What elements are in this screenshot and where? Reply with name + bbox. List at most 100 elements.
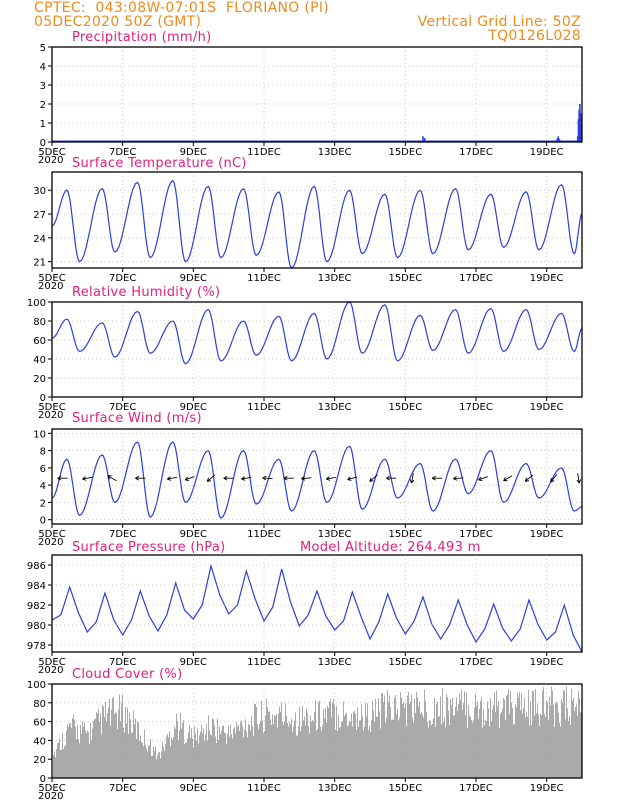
- cloud-bar: [417, 696, 418, 778]
- cloud-bar: [415, 712, 416, 778]
- cloud-bar: [498, 701, 499, 778]
- x-tick-label: 15DEC: [388, 402, 422, 413]
- cloud-bar: [195, 733, 196, 778]
- cloud-bar: [450, 699, 451, 778]
- cloud-bar: [358, 726, 359, 778]
- panel-title: Relative Humidity (%): [72, 285, 220, 300]
- cloud-bar: [277, 727, 278, 778]
- cloud-bar: [149, 745, 150, 778]
- cloud-bar: [335, 729, 336, 778]
- cloud-bar: [348, 724, 349, 778]
- cloud-bar: [211, 735, 212, 778]
- cloud-bar: [180, 712, 181, 778]
- cloud-bar: [278, 713, 279, 778]
- cloud-bar: [102, 704, 103, 778]
- x-tick-label: 5DEC: [38, 657, 65, 668]
- cloud-bar: [251, 715, 252, 778]
- cloud-bar: [282, 721, 283, 778]
- cloud-bar: [328, 708, 329, 778]
- cloud-bar: [250, 730, 251, 778]
- cloud-bar: [138, 722, 139, 778]
- cloud-bar: [83, 726, 84, 778]
- series-line: [51, 563, 583, 653]
- cloud-bar: [492, 709, 493, 778]
- cloud-bar: [249, 724, 250, 778]
- precip-bar: [556, 138, 559, 142]
- cloud-bar: [76, 739, 77, 778]
- cloud-bar: [397, 709, 398, 778]
- x-year-label: 2020: [38, 791, 63, 800]
- cloud-bar: [480, 701, 481, 778]
- cloud-bar: [300, 731, 301, 778]
- cloud-bar: [428, 727, 429, 778]
- y-tick-label: 80: [33, 699, 46, 710]
- wind-arrow: [184, 476, 195, 481]
- cloud-bar: [461, 689, 462, 778]
- cloud-bar: [400, 692, 401, 778]
- cloud-bar: [549, 696, 550, 778]
- cloud-bar: [127, 707, 128, 778]
- cloud-bar: [543, 687, 544, 778]
- y-tick-label: 10: [33, 429, 46, 440]
- y-tick-label: 986: [27, 561, 46, 572]
- cloud-bar: [429, 719, 430, 778]
- cloud-bar: [386, 717, 387, 778]
- cloud-bar: [339, 727, 340, 778]
- cloud-bar: [522, 713, 523, 778]
- cloud-bar: [490, 698, 491, 778]
- cloud-bar: [248, 724, 249, 778]
- cloud-bar: [215, 736, 216, 778]
- x-tick-label: 7DEC: [109, 529, 136, 540]
- cloud-bar: [137, 721, 138, 778]
- cloud-bar: [399, 717, 400, 778]
- wind-arrow: [478, 476, 488, 481]
- cloud-bar: [81, 733, 82, 778]
- cloud-bar: [243, 737, 244, 778]
- x-tick-label: 13DEC: [318, 402, 352, 413]
- cloud-bar: [425, 701, 426, 778]
- cloud-bar: [316, 730, 317, 778]
- cloud-bar: [284, 721, 285, 778]
- cloud-bar: [158, 753, 159, 778]
- cloud-bar: [337, 730, 338, 778]
- cloud-bar: [128, 733, 129, 778]
- cloud-bar: [295, 712, 296, 778]
- cloud-bar: [371, 720, 372, 778]
- cloud-bar: [356, 729, 357, 778]
- cloud-bar: [408, 691, 409, 778]
- wind-arrow: [453, 476, 464, 481]
- cloud-bar: [264, 731, 265, 778]
- cloud-bar: [547, 702, 548, 778]
- cloud-bar: [470, 716, 471, 778]
- cloud-bar: [89, 743, 90, 778]
- cloud-bar: [70, 723, 71, 778]
- cloud-bar: [352, 726, 353, 778]
- cloud-bar: [391, 719, 392, 778]
- cloud-bar: [63, 749, 64, 778]
- cloud-bar: [575, 706, 576, 778]
- cloud-bar: [494, 691, 495, 778]
- cloud-bar: [276, 714, 277, 778]
- panel-title: Cloud Cover (%): [72, 667, 182, 682]
- plot-frame: [51, 171, 583, 269]
- run-code: TQ0126L028: [488, 28, 581, 44]
- cloud-bar: [58, 742, 59, 778]
- cloud-bar: [286, 715, 287, 778]
- cloud-bar: [336, 706, 337, 778]
- cloud-bar: [526, 711, 527, 778]
- cloud-bar: [360, 720, 361, 778]
- cloud-bar: [288, 726, 289, 778]
- x-tick-label: 17DEC: [459, 529, 493, 540]
- cloud-bar: [409, 704, 410, 778]
- cloud-bar: [357, 707, 358, 778]
- cloud-bar: [342, 721, 343, 778]
- cloud-bar: [548, 720, 549, 778]
- cloud-bar: [315, 700, 316, 778]
- cloud-bar: [359, 720, 360, 778]
- cloud-bar: [495, 712, 496, 778]
- y-tick-label: 0: [40, 516, 46, 527]
- cloud-bar: [178, 739, 179, 778]
- cloud-bar: [561, 698, 562, 778]
- panel-title: Surface Pressure (hPa): [72, 540, 226, 555]
- cloud-bar: [530, 702, 531, 778]
